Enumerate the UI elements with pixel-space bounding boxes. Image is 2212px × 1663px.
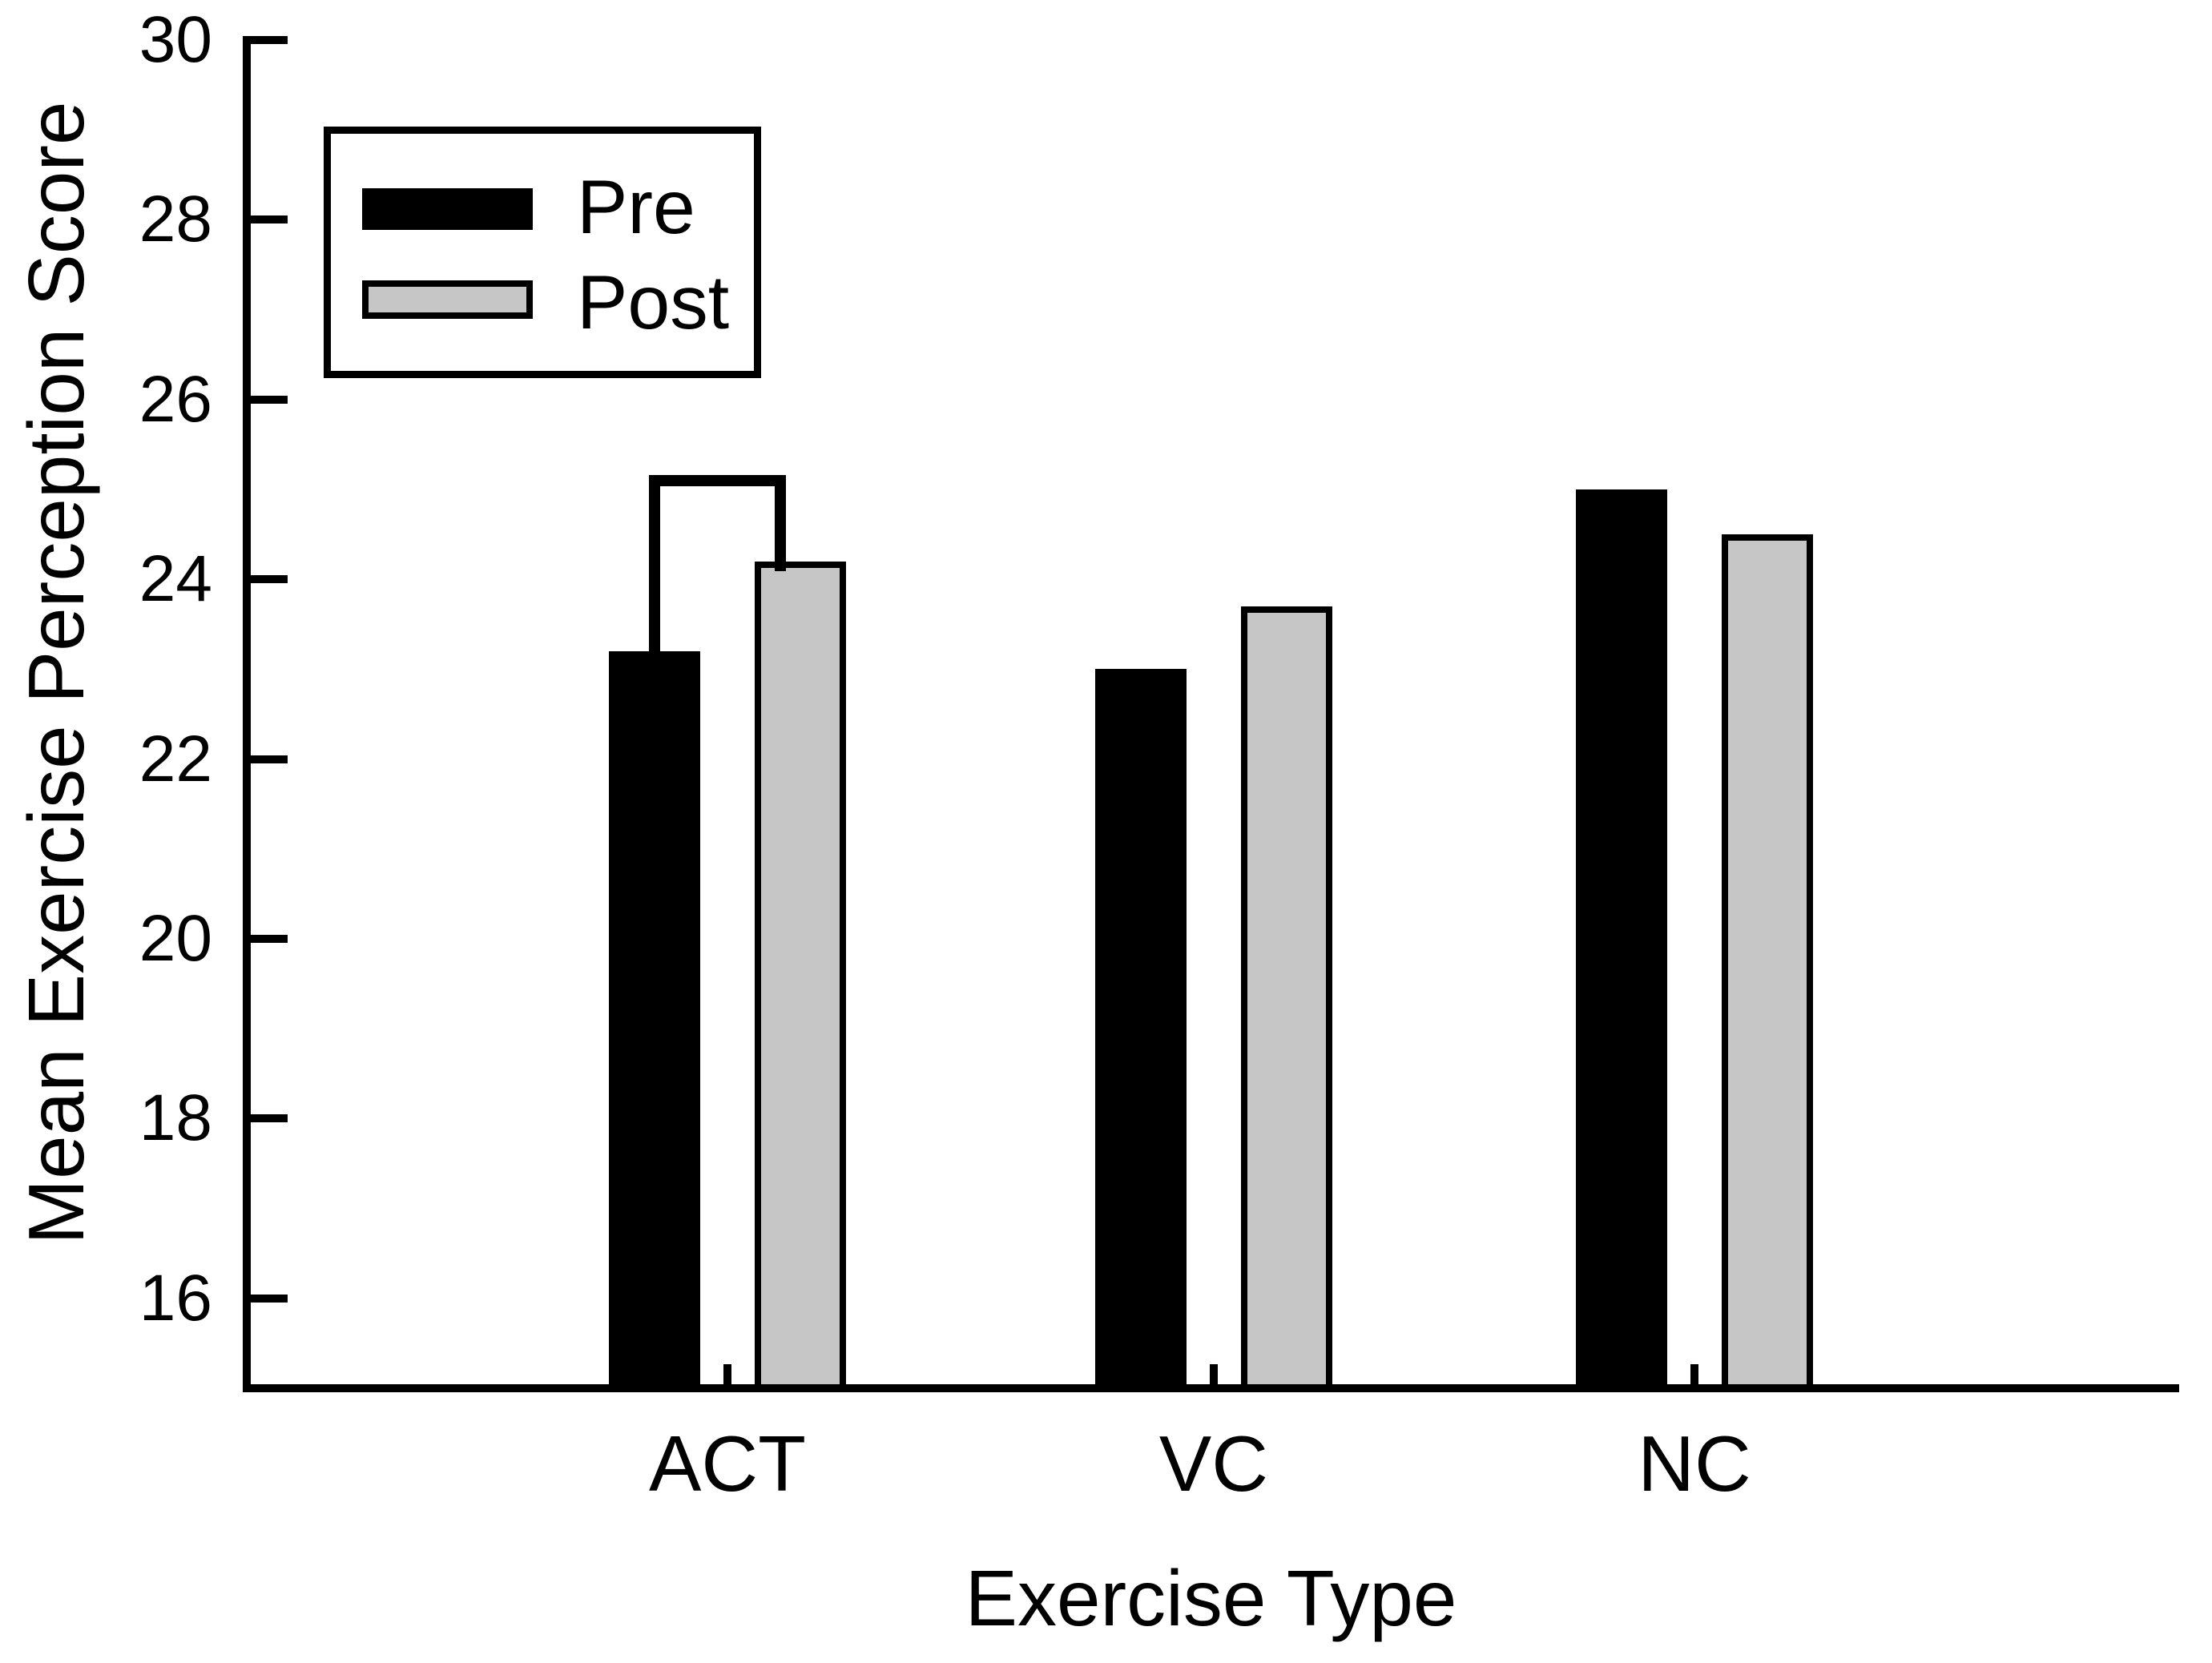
legend: Pre Post <box>324 127 761 378</box>
bar-post-nc <box>1722 534 1813 1392</box>
bar-post-vc <box>1241 606 1332 1392</box>
y-tick-label-26: 26 <box>139 362 212 436</box>
significance-bracket-top-bar <box>649 474 786 486</box>
y-tick-28 <box>251 215 288 224</box>
significance-bracket-left-leg <box>649 480 660 651</box>
y-tick-label-18: 18 <box>139 1081 212 1155</box>
category-label-act: ACT <box>649 1419 806 1508</box>
legend-label-post: Post <box>577 260 730 345</box>
y-tick-label-20: 20 <box>139 902 212 975</box>
x-tick-nc <box>1690 1364 1698 1384</box>
y-tick-label-28: 28 <box>139 183 212 256</box>
y-tick-30 <box>251 36 288 44</box>
x-axis-line <box>243 1384 2179 1392</box>
x-axis-title: Exercise Type <box>965 1554 1457 1642</box>
y-tick-label-22: 22 <box>139 722 212 795</box>
category-label-vc: VC <box>1158 1419 1269 1508</box>
y-tick-20 <box>251 935 288 943</box>
y-tick-label-16: 16 <box>139 1261 212 1335</box>
x-tick-vc <box>1210 1364 1218 1384</box>
y-axis-line <box>243 36 251 1392</box>
significance-bracket-right-leg <box>775 480 786 571</box>
y-tick-label-24: 24 <box>139 542 212 616</box>
bar-pre-nc <box>1576 489 1667 1392</box>
bar-pre-act <box>609 650 700 1392</box>
y-tick-18 <box>251 1114 288 1123</box>
y-tick-label-30: 30 <box>139 3 212 76</box>
y-tick-24 <box>251 575 288 584</box>
legend-swatch-pre <box>362 188 533 230</box>
category-label-nc: NC <box>1638 1419 1751 1508</box>
bar-pre-vc <box>1095 669 1187 1392</box>
x-tick-act <box>723 1364 731 1384</box>
legend-swatch-post <box>362 280 533 319</box>
y-tick-22 <box>251 755 288 763</box>
y-tick-26 <box>251 395 288 404</box>
legend-label-pre: Pre <box>577 165 695 250</box>
y-tick-16 <box>251 1294 288 1303</box>
bar-post-act <box>755 561 846 1392</box>
